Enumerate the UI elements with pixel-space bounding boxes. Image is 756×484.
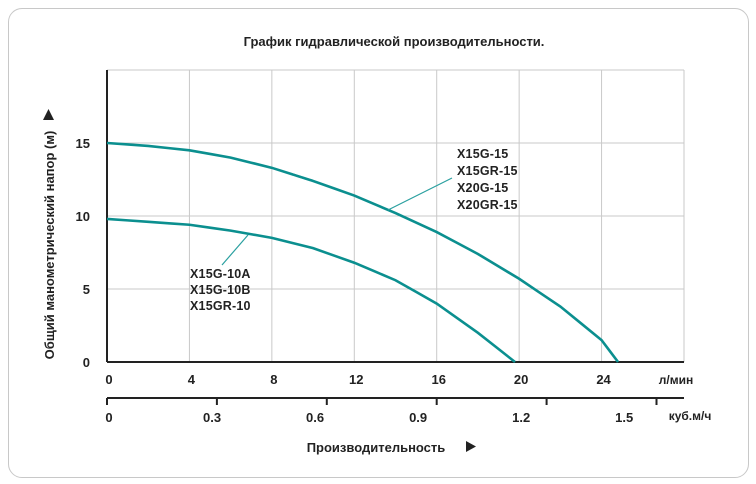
series-2-label: X15G-10B — [190, 283, 251, 297]
y-axis-title: Общий манометрический напор (м) — [42, 109, 57, 359]
x-secondary-tick-label: 0.6 — [306, 410, 324, 425]
x-tick-label: 16 — [431, 372, 445, 387]
x-axis-label: Производительность — [307, 440, 446, 455]
x-unit-primary: л/мин — [659, 373, 693, 387]
x-secondary-tick-label: 0.9 — [409, 410, 427, 425]
y-axis-label: Общий манометрический напор (м) — [42, 131, 57, 360]
x-tick-label: 12 — [349, 372, 363, 387]
series-2-label: X15GR-10 — [190, 299, 251, 313]
curves — [106, 141, 620, 364]
arrow-right-icon — [466, 441, 476, 452]
x-tick-label: 0 — [105, 372, 112, 387]
series-labels: X15G-15 X15GR-15 X20G-15 X20GR-15 X15G-10A X1… — [190, 147, 518, 313]
series-1-label: X20GR-15 — [457, 198, 518, 212]
x-unit-secondary: куб.м/ч — [669, 409, 712, 423]
series-1-label: X15GR-15 — [457, 164, 518, 178]
y-tick-label: 0 — [83, 355, 90, 370]
x-axis-title: Производительность — [307, 440, 476, 455]
x-secondary-tick-label: 1.2 — [512, 410, 530, 425]
x-tick-label: 8 — [270, 372, 277, 387]
x-tick-label: 24 — [596, 372, 611, 387]
y-tick-label: 5 — [83, 282, 90, 297]
x-secondary-tick-label: 0 — [105, 410, 112, 425]
chart-title: График гидравлической производительности… — [244, 34, 545, 49]
y-tick-label: 15 — [76, 136, 90, 151]
arrow-up-icon — [43, 109, 54, 120]
series-1-label: X20G-15 — [457, 181, 508, 195]
axes: 0 5 10 15 0 4 8 12 16 20 24 0 0.3 0.6 0.9 1.2 1.5 — [76, 70, 684, 425]
series-2-label: X15G-10A — [190, 267, 251, 281]
chart-frame — [8, 8, 749, 478]
grid — [107, 69, 685, 362]
series-1-label: X15G-15 — [457, 147, 508, 161]
series-1-leader-line — [387, 177, 453, 211]
series-curve-1 — [106, 141, 620, 363]
series-curve-2 — [106, 217, 516, 364]
x-tick-label: 4 — [188, 372, 196, 387]
y-tick-label: 10 — [76, 209, 90, 224]
x-tick-label: 20 — [514, 372, 528, 387]
x-secondary-tick-label: 0.3 — [203, 410, 221, 425]
series-2-leader-line — [221, 234, 249, 266]
x-secondary-tick-label: 1.5 — [615, 410, 633, 425]
